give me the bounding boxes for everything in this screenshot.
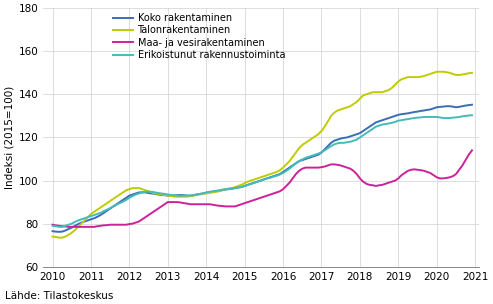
Erikoistunut rakennustoiminta	[469, 113, 475, 117]
Erikoistunut rakennustoiminta	[88, 214, 94, 218]
Text: Lähde: Tilastokeskus: Lähde: Tilastokeskus	[5, 291, 113, 301]
Erikoistunut rakennustoiminta	[56, 225, 62, 229]
Koko rakentaminen	[469, 103, 475, 106]
Talonrakentaminen	[389, 86, 395, 90]
Talonrakentaminen	[434, 70, 440, 74]
Koko rakentaminen	[392, 114, 398, 118]
Erikoistunut rakennustoiminta	[194, 193, 200, 196]
Koko rakentaminen	[56, 230, 62, 234]
Talonrakentaminen	[392, 83, 398, 86]
Maa- ja vesirakentaminen	[104, 223, 110, 227]
Erikoistunut rakennustoiminta	[181, 194, 187, 198]
Y-axis label: Indeksi (2015=100): Indeksi (2015=100)	[4, 86, 14, 189]
Erikoistunut rakennustoiminta	[50, 224, 56, 228]
Line: Koko rakentaminen: Koko rakentaminen	[53, 105, 472, 232]
Talonrakentaminen	[104, 201, 110, 205]
Koko rakentaminen	[181, 193, 187, 197]
Line: Erikoistunut rakennustoiminta: Erikoistunut rakennustoiminta	[53, 115, 472, 227]
Talonrakentaminen	[181, 195, 187, 199]
Koko rakentaminen	[194, 193, 200, 196]
Maa- ja vesirakentaminen	[50, 223, 56, 226]
Maa- ja vesirakentaminen	[66, 225, 71, 229]
Maa- ja vesirakentaminen	[181, 201, 187, 205]
Maa- ja vesirakentaminen	[88, 225, 94, 229]
Talonrakentaminen	[194, 193, 200, 197]
Erikoistunut rakennustoiminta	[389, 121, 395, 125]
Talonrakentaminen	[469, 71, 475, 75]
Maa- ja vesirakentaminen	[469, 149, 475, 152]
Koko rakentaminen	[50, 229, 56, 233]
Line: Maa- ja vesirakentaminen: Maa- ja vesirakentaminen	[53, 150, 472, 227]
Maa- ja vesirakentaminen	[194, 202, 200, 206]
Line: Talonrakentaminen: Talonrakentaminen	[53, 72, 472, 238]
Koko rakentaminen	[104, 209, 110, 212]
Legend: Koko rakentaminen, Talonrakentaminen, Maa- ja vesirakentaminen, Erikoistunut rak: Koko rakentaminen, Talonrakentaminen, Ma…	[113, 13, 285, 60]
Talonrakentaminen	[56, 236, 62, 240]
Erikoistunut rakennustoiminta	[104, 208, 110, 212]
Erikoistunut rakennustoiminta	[392, 120, 398, 124]
Talonrakentaminen	[88, 212, 94, 216]
Koko rakentaminen	[88, 217, 94, 221]
Talonrakentaminen	[50, 235, 56, 238]
Koko rakentaminen	[389, 115, 395, 119]
Maa- ja vesirakentaminen	[389, 180, 395, 183]
Maa- ja vesirakentaminen	[392, 179, 398, 182]
